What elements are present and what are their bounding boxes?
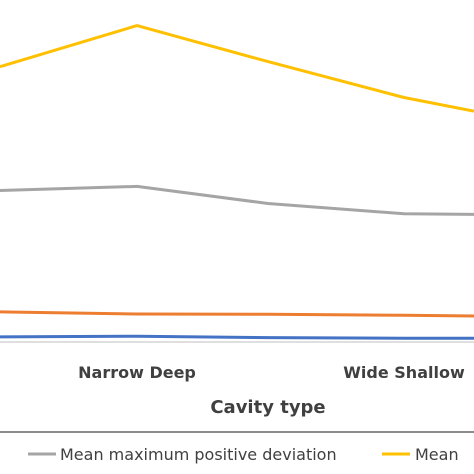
legend-label-yellow: Mean [415,445,459,464]
plot-area [0,24,474,340]
series-line-blue [0,334,474,340]
legend-label-gray: Mean maximum positive deviation [60,445,337,464]
series-line-orange [0,310,474,318]
x-axis-title: Cavity type [210,397,325,418]
x-tick-labels: Narrow Deep Wide Shallow [78,363,465,382]
series-line-gray [0,184,474,216]
series-line-yellow [0,24,474,113]
legend: Mean maximum positive deviation Mean [28,445,459,464]
x-tick-label: Wide Shallow [343,363,465,382]
x-tick-label: Narrow Deep [78,363,196,382]
